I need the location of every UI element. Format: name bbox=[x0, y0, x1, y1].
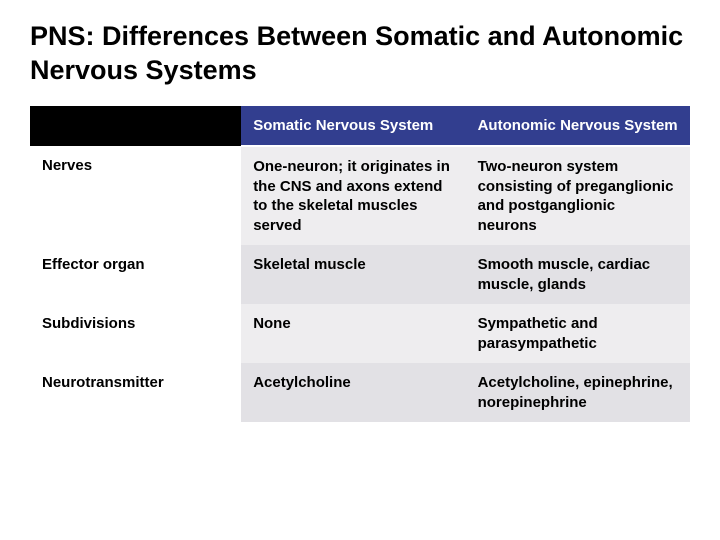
table-row: Effector organ Skeletal muscle Smooth mu… bbox=[30, 245, 690, 304]
table-cell: Acetylcholine bbox=[241, 363, 465, 422]
table-cell: None bbox=[241, 304, 465, 363]
row-label: Subdivisions bbox=[30, 304, 241, 363]
row-label: Nerves bbox=[30, 146, 241, 245]
table-row: Nerves One-neuron; it originates in the … bbox=[30, 146, 690, 245]
table-cell: Skeletal muscle bbox=[241, 245, 465, 304]
table-cell: One-neuron; it originates in the CNS and… bbox=[241, 146, 465, 245]
row-label: Neurotransmitter bbox=[30, 363, 241, 422]
table-cell: Two-neuron system consisting of pregangl… bbox=[466, 146, 690, 245]
slide-title: PNS: Differences Between Somatic and Aut… bbox=[30, 20, 690, 88]
column-header: Autonomic Nervous System bbox=[466, 106, 690, 147]
row-label: Effector organ bbox=[30, 245, 241, 304]
table-header-row: Somatic Nervous System Autonomic Nervous… bbox=[30, 106, 690, 147]
table-row: Subdivisions None Sympathetic and parasy… bbox=[30, 304, 690, 363]
table-row: Neurotransmitter Acetylcholine Acetylcho… bbox=[30, 363, 690, 422]
table-cell: Acetylcholine, epinephrine, norepinephri… bbox=[466, 363, 690, 422]
column-header: Somatic Nervous System bbox=[241, 106, 465, 147]
table-cell: Smooth muscle, cardiac muscle, glands bbox=[466, 245, 690, 304]
header-corner-cell bbox=[30, 106, 241, 147]
table-cell: Sympathetic and parasympathetic bbox=[466, 304, 690, 363]
comparison-table: Somatic Nervous System Autonomic Nervous… bbox=[30, 106, 690, 423]
